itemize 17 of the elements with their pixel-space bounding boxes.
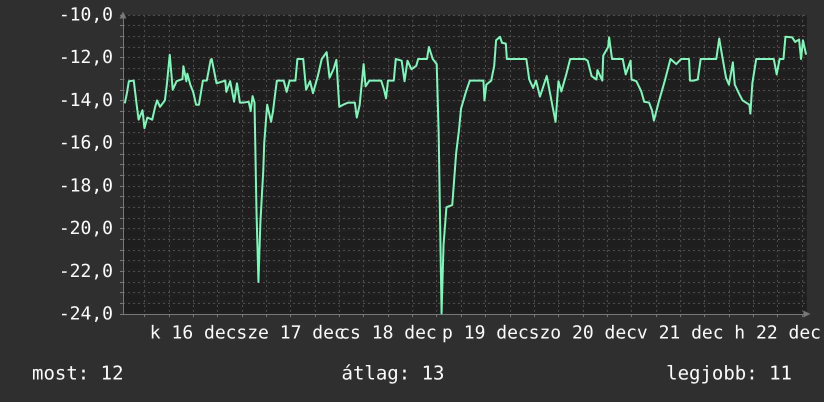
x-tick-label: p 19 dec: [442, 322, 529, 344]
y-tick-label: -22,0: [58, 260, 113, 282]
text: most: 12: [32, 362, 124, 384]
x-tick-label: sze 17 dec: [236, 322, 345, 344]
y-tick-label: -24,0: [58, 304, 113, 324]
y-tick-label: -16,0: [58, 132, 113, 154]
y-tick-label: -18,0: [58, 175, 113, 196]
x-tick-label: v 21 dec: [636, 322, 724, 344]
x-tick-label: szo 20 dec: [528, 322, 638, 344]
text: átlag: 13: [342, 362, 444, 384]
x-tick-label: k 16 dec: [150, 322, 237, 344]
y-tick-label: -12,0: [58, 47, 113, 68]
y-tick-label: -14,0: [58, 90, 113, 111]
x-tick-label: h 22 dec: [734, 322, 822, 344]
text: legjobb: 11: [666, 362, 792, 384]
y-tick-label: -20,0: [58, 218, 113, 240]
y-tick-label: -10,0: [58, 4, 113, 26]
